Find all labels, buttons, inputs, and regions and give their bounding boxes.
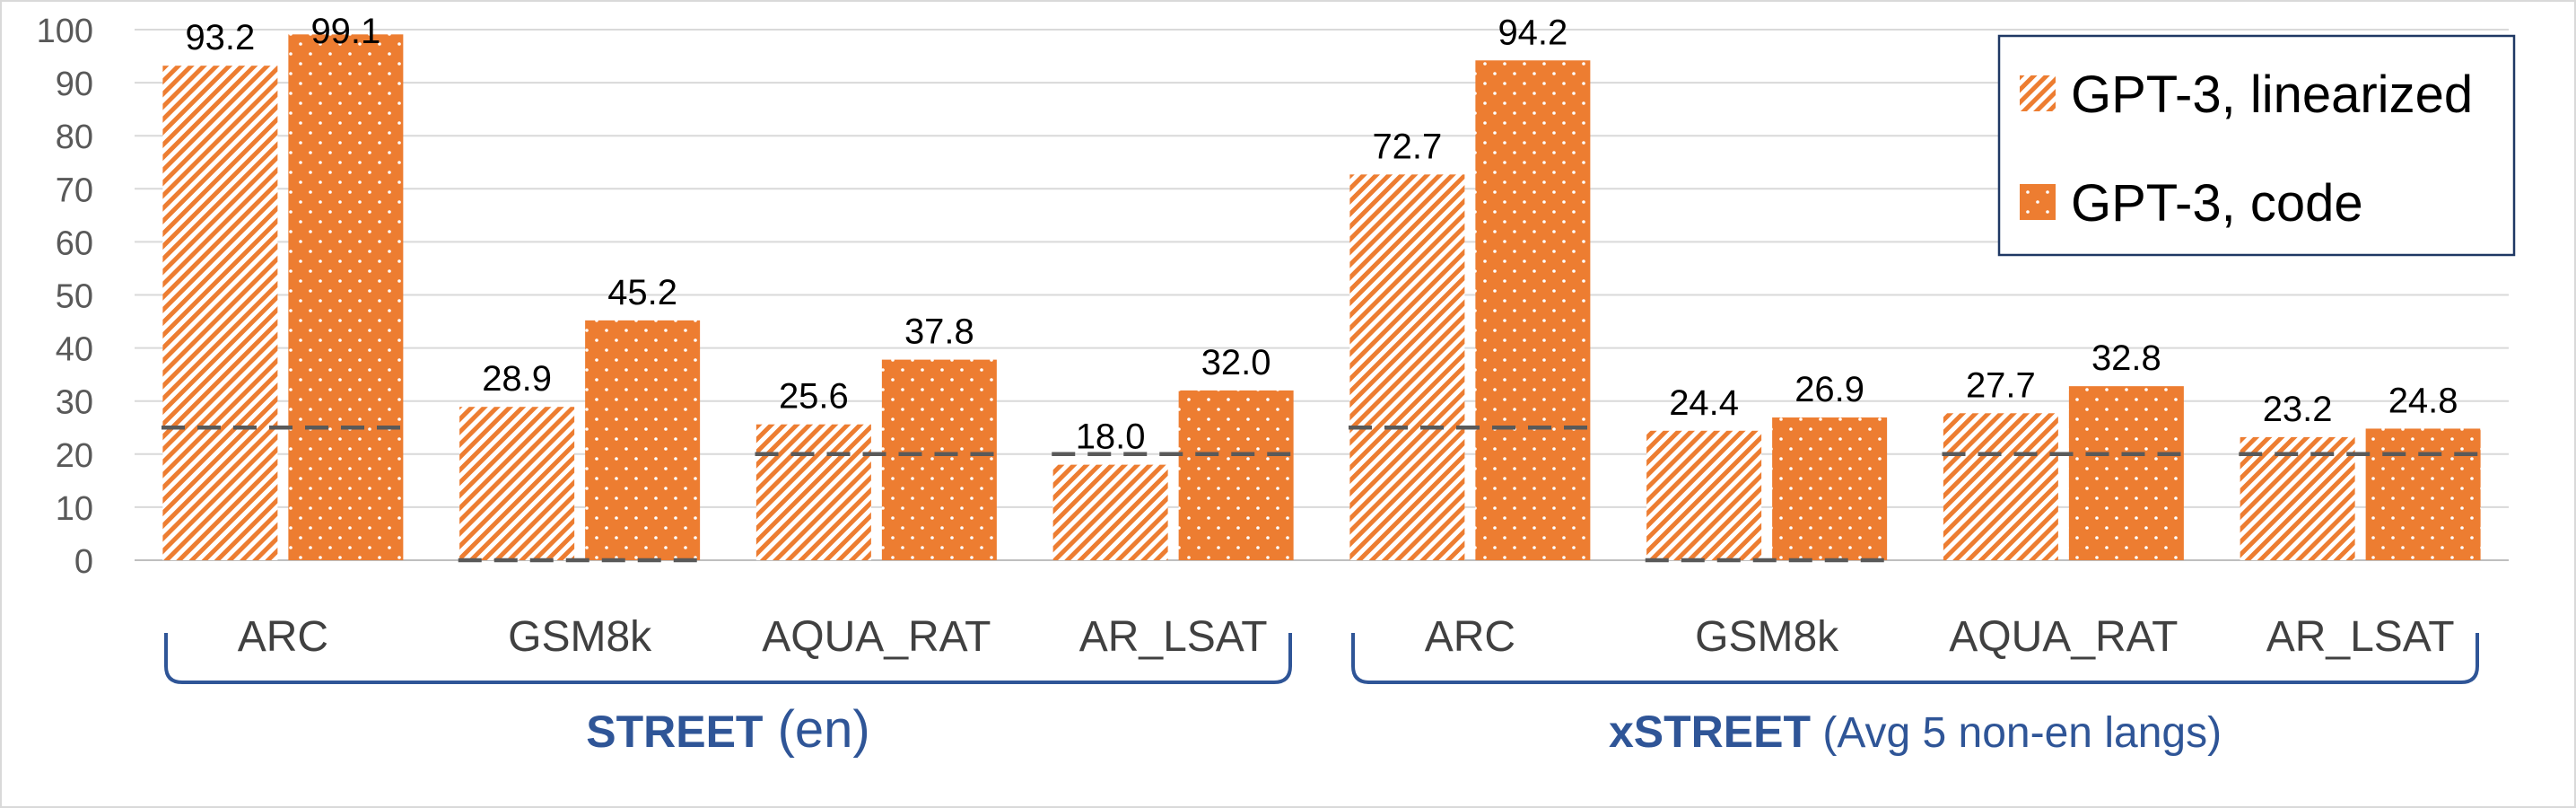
legend-box bbox=[1997, 34, 2516, 257]
data-label: 18.0 bbox=[1076, 417, 1146, 457]
legend-swatch-code bbox=[2020, 184, 2056, 220]
data-label: 94.2 bbox=[1498, 13, 1567, 52]
category-label: AR_LSAT bbox=[2266, 613, 2455, 661]
bar-linearized bbox=[459, 407, 575, 560]
data-label: 99.1 bbox=[310, 12, 380, 51]
bar-linearized bbox=[1646, 430, 1762, 560]
data-label: 28.9 bbox=[482, 359, 552, 399]
group-label-bold: xSTREET bbox=[1609, 707, 1811, 757]
bar-code bbox=[1178, 390, 1294, 560]
bar-code bbox=[1772, 417, 1888, 560]
category-label: ARC bbox=[1425, 613, 1515, 661]
data-label: 37.8 bbox=[904, 312, 974, 352]
bar-linearized bbox=[1052, 464, 1168, 560]
data-label: 24.8 bbox=[2388, 381, 2458, 420]
data-label: 45.2 bbox=[607, 273, 677, 312]
data-label: 72.7 bbox=[1372, 127, 1442, 166]
y-tick-label: 50 bbox=[56, 278, 93, 316]
legend-label-code: GPT-3, code bbox=[2071, 174, 2363, 233]
bar-code bbox=[2365, 428, 2481, 560]
category-label: AR_LSAT bbox=[1079, 613, 1268, 661]
bar-code bbox=[585, 320, 701, 560]
y-tick-label: 10 bbox=[56, 490, 93, 528]
random-baselines bbox=[162, 426, 2482, 563]
bars bbox=[162, 34, 2481, 561]
bar-code bbox=[288, 34, 404, 561]
data-label: 23.2 bbox=[2263, 390, 2333, 429]
y-tick-label: 30 bbox=[56, 384, 93, 422]
data-label: 93.2 bbox=[185, 18, 255, 57]
data-labels: 93.2 99.1 28.9 45.2 25.6 37.8 18.0 32.0 72.7 94.2… bbox=[185, 12, 2458, 457]
group-label-rest: (Avg 5 non-en langs) bbox=[1811, 709, 2222, 757]
data-label: 27.7 bbox=[1966, 365, 2036, 405]
y-tick-label: 20 bbox=[56, 437, 93, 475]
group-brackets: STREET (en) xSTREET (Avg 5 non-en langs) bbox=[164, 633, 2479, 759]
legend-swatch-linearized bbox=[2020, 75, 2056, 111]
category-label: GSM8k bbox=[508, 613, 652, 661]
group-label-rest: (en) bbox=[763, 700, 869, 759]
category-labels: ARC GSM8k AQUA_RAT AR_LSAT ARC GSM8k AQUA_RAT A… bbox=[238, 613, 2455, 661]
group-bracket bbox=[1351, 633, 2479, 684]
data-label: 32.0 bbox=[1201, 343, 1271, 382]
bar-linearized bbox=[1943, 413, 2058, 560]
data-label: 25.6 bbox=[779, 377, 849, 417]
y-tick-label: 90 bbox=[56, 66, 93, 103]
category-label: ARC bbox=[238, 613, 328, 661]
y-tick-label: 60 bbox=[56, 224, 93, 262]
group-label-bold: STREET bbox=[586, 707, 763, 757]
bar-linearized bbox=[2240, 436, 2355, 560]
y-tick-label: 80 bbox=[56, 119, 93, 156]
category-label: GSM8k bbox=[1695, 613, 1839, 661]
bar-linearized bbox=[755, 424, 871, 560]
data-label: 26.9 bbox=[1794, 370, 1864, 409]
legend: GPT-3, linearized GPT-3, code bbox=[1997, 34, 2516, 257]
y-tick-label: 0 bbox=[74, 543, 93, 581]
group-label: xSTREET (Avg 5 non-en langs) bbox=[1609, 707, 2222, 757]
bar-code bbox=[2068, 386, 2184, 560]
bar-code bbox=[1475, 60, 1591, 560]
bar-linearized bbox=[1349, 174, 1465, 560]
category-label: AQUA_RAT bbox=[1949, 613, 2178, 661]
y-tick-label: 100 bbox=[37, 13, 93, 50]
legend-label-linearized: GPT-3, linearized bbox=[2071, 66, 2473, 124]
group-bracket bbox=[164, 633, 1292, 684]
data-label: 32.8 bbox=[2091, 338, 2161, 378]
group-label: STREET (en) bbox=[586, 700, 870, 759]
y-tick-label: 40 bbox=[56, 331, 93, 369]
category-label: AQUA_RAT bbox=[762, 613, 991, 661]
bar-linearized bbox=[162, 66, 278, 561]
y-tick-label: 70 bbox=[56, 171, 93, 209]
bar-code bbox=[881, 359, 997, 560]
y-axis-ticks: 0 10 20 30 40 50 60 70 80 90 100 bbox=[37, 13, 93, 581]
data-label: 24.4 bbox=[1669, 383, 1739, 423]
